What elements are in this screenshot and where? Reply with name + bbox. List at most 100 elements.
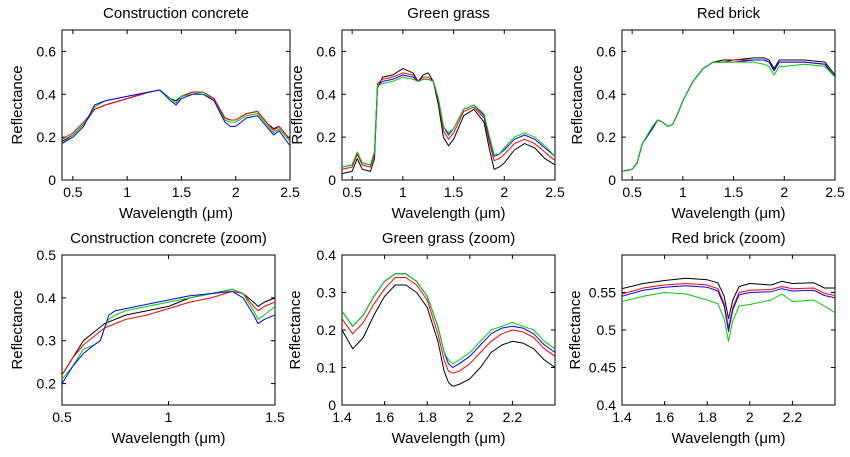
series-line-3 [62,288,275,380]
series-line-2 [622,59,835,172]
axes-box [621,29,836,181]
chart-title: Red brick [697,5,761,22]
series-line-4 [622,61,835,172]
chart-panel-5: 1.4 1.6 1.8 2 2.2 0 0.1 0.2 0.3 0.4 Green grass (z… [287,230,556,447]
y-axis-label: Reflectance [9,65,26,144]
series-line-2 [62,89,290,140]
y-tick-label: 0.6 [597,43,617,59]
chart-panel-6: 1.4 1.6 1.8 2 2.2 0.4 0.45 0.5 0.55 Red brick (zo… [567,230,836,447]
y-tick-label: 0 [48,172,56,188]
series-group [342,273,555,387]
x-tick-label: 1 [679,184,687,200]
x-axis-label: Wavelength (μm) [119,205,233,222]
y-tick-label: 0.2 [597,129,617,145]
series-line-3 [622,59,835,172]
x-tick-label: 1.8 [697,409,717,425]
x-axis-label: Wavelength (μm) [112,430,226,447]
chart-title: Green grass (zoom) [382,230,515,247]
y-tick-label: 0.1 [317,360,337,376]
x-tick-label: 2.2 [503,409,523,425]
y-tick-label: 0.5 [597,322,617,338]
x-tick-label: 1 [123,184,131,200]
y-tick-label: 0.2 [317,129,337,145]
series-line-3 [342,273,555,368]
y-tick-label: 0 [328,397,336,413]
y-axis-label: Reflectance [9,290,26,369]
x-tick-label: 0.5 [622,184,642,200]
x-tick-label: 2 [746,409,754,425]
x-tick-label: 1.5 [444,184,464,200]
x-tick-label: 1.5 [265,409,285,425]
series-group [622,277,835,342]
chart-panel-1: 0.5 1 1.5 2 2.5 0 0.2 0.4 0.6 Construction concre… [9,5,300,222]
series-line-4 [62,290,275,384]
series-line-1 [622,57,835,172]
series-line-3 [622,285,835,332]
series-line-4 [622,292,835,342]
y-tick-label: 0.4 [317,86,337,102]
chart-title: Green grass [407,5,490,22]
y-tick-label: 0.4 [37,86,57,102]
x-tick-label: 2.5 [545,184,565,200]
y-tick-label: 0.2 [317,322,337,338]
series-line-4 [62,89,290,146]
y-axis-label: Reflectance [569,65,586,144]
y-tick-label: 0.4 [317,247,337,263]
series-line-1 [342,284,555,387]
chart-title: Construction concrete (zoom) [70,230,267,247]
y-tick-label: 0.2 [37,129,57,145]
y-tick-label: 0.4 [597,86,617,102]
chart-panel-4: 0.5 1 1.5 0.2 0.3 0.4 0.5 Construction concrete… [9,230,285,447]
x-tick-label: 2 [232,184,240,200]
y-tick-label: 0.4 [37,290,57,306]
series-line-2 [342,277,555,374]
axes-box [61,29,291,181]
series-line-2 [62,290,275,376]
x-axis-label: Wavelength (μm) [672,205,786,222]
y-tick-label: 0 [608,172,616,188]
chart-title: Construction concrete [103,5,249,22]
x-tick-label: 1.8 [417,409,437,425]
x-tick-label: 1.4 [612,409,632,425]
y-tick-label: 0.2 [37,376,57,392]
x-axis-label: Wavelength (μm) [392,430,506,447]
x-tick-label: 2 [780,184,788,200]
x-tick-label: 2.5 [825,184,845,200]
series-group [342,68,555,175]
chart-title: Red brick (zoom) [671,230,785,247]
series-line-3 [62,89,290,144]
y-axis-label: Reflectance [289,65,306,144]
series-line-1 [62,288,275,376]
x-tick-label: 2 [500,184,508,200]
y-axis-label: Reflectance [567,290,584,369]
x-tick-label: 1.5 [724,184,744,200]
series-line-4 [342,273,555,365]
x-tick-label: 1.4 [332,409,352,425]
x-tick-label: 1.6 [655,409,675,425]
series-line-4 [342,76,555,168]
series-group [622,57,835,172]
axes-box [61,254,276,406]
x-tick-label: 1 [165,409,173,425]
y-tick-label: 0.55 [589,285,616,301]
y-tick-label: 0.6 [317,43,337,59]
x-tick-label: 2 [466,409,474,425]
y-tick-label: 0.3 [37,333,57,349]
y-axis-label: Reflectance [287,290,304,369]
y-tick-label: 0 [328,172,336,188]
y-tick-label: 0.3 [317,285,337,301]
chart-panel-2: 0.5 1 1.5 2 2.5 0 0.2 0.4 0.6 Green grass Waveleng… [289,5,565,222]
x-axis-label: Wavelength (μm) [392,205,506,222]
x-tick-label: 0.5 [342,184,362,200]
x-tick-label: 0.5 [52,409,72,425]
x-tick-label: 1.5 [172,184,192,200]
y-tick-label: 0.5 [37,247,57,263]
series-line-2 [622,283,835,329]
x-tick-label: 1 [399,184,407,200]
x-tick-label: 0.5 [63,184,83,200]
x-tick-label: 2.5 [280,184,300,200]
series-line-1 [342,68,555,175]
series-group [62,288,275,384]
x-tick-label: 2.2 [783,409,803,425]
